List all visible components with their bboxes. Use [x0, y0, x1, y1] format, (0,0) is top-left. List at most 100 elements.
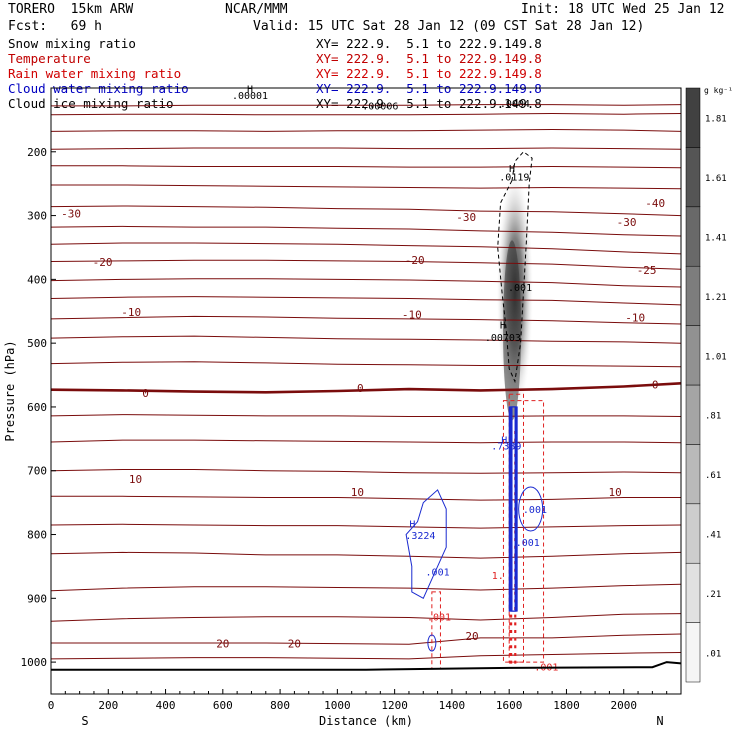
y-tick-label: 600 — [27, 401, 47, 414]
colorbar: .01 .21 .41 .61 .81 1.01 1.21 1.41 1.61 1.81 — [685, 87, 727, 683]
isotherm — [50, 278, 682, 288]
annotation-label: .0119 — [499, 172, 529, 183]
colorbar-label: 1.81 — [705, 115, 727, 125]
colorbar-segment — [685, 622, 701, 683]
isotherm-label: -40 — [645, 197, 665, 210]
y-tick-label: 800 — [27, 529, 47, 542]
model-title: TORERO 15km ARW — [8, 2, 134, 17]
org-label: NCAR/MMM — [225, 2, 288, 17]
annotation-label: .3224 — [405, 531, 435, 542]
annotation-label: H — [509, 164, 515, 175]
x-tick-label: 1600 — [496, 699, 523, 712]
y-tick-label: 400 — [27, 273, 47, 286]
legend-cloud-ice: Cloud ice mixing ratio — [8, 96, 174, 111]
isotherm-label: -10 — [121, 306, 141, 319]
x-tick-label: 1200 — [381, 699, 408, 712]
colorbar-segment — [685, 503, 701, 564]
isotherm-label: 20 — [465, 630, 478, 643]
annotation-label: .001 — [508, 283, 532, 294]
isotherm — [50, 225, 682, 237]
colorbar-segment — [685, 384, 701, 445]
legend-rain: Rain water mixing ratio — [8, 66, 182, 81]
isotherm-label: 20 — [216, 638, 229, 651]
isotherm — [50, 205, 682, 217]
annotation-label: .00006 — [362, 102, 398, 113]
temperature-labels: -30 -30 -30 -40 -20 -20 -25 -10 -10 -10 0 0 0 10 10 10 2… — [61, 197, 665, 651]
legend-cloud-ice-xy: XY= 222.9. 5.1 to 222.9.149.8 — [316, 96, 542, 111]
colorbar-segment — [685, 265, 701, 326]
y-tick-label: 1000 — [21, 656, 48, 669]
x-tick-label: 400 — [156, 699, 176, 712]
x-axis-south-label: S — [81, 714, 88, 728]
isotherm — [51, 165, 682, 169]
isotherm — [50, 242, 682, 255]
isotherm — [50, 335, 682, 344]
y-axis-label: Pressure (hPa) — [3, 340, 17, 441]
annotation-label: .00703 — [485, 333, 521, 344]
y-tick-label: 500 — [27, 337, 47, 350]
colorbar-label: 1.21 — [705, 293, 727, 303]
isotherm-zero — [50, 382, 682, 394]
colorbar-segment — [685, 147, 701, 208]
colorbar-label: .61 — [705, 471, 721, 481]
legend-temperature: Temperature — [8, 51, 91, 66]
x-tick-label: 800 — [270, 699, 290, 712]
x-tick-label: 1400 — [439, 699, 466, 712]
x-tick-label: 600 — [213, 699, 233, 712]
isotherm — [51, 495, 681, 501]
annotation-label: H — [247, 84, 253, 95]
legend-snow: Snow mixing ratio — [8, 36, 136, 51]
annotation-label: H — [500, 320, 506, 331]
annotation-label: .7389 — [491, 442, 521, 453]
init-time: Init: 18 UTC Wed 25 Jan 12 — [521, 2, 725, 17]
isotherm-label: 0 — [142, 387, 149, 400]
colorbar-label: 1.61 — [705, 174, 727, 184]
isotherm — [50, 296, 682, 306]
colorbar-label: 1.01 — [705, 352, 727, 362]
isotherm-label: -25 — [637, 264, 657, 277]
isotherm — [50, 583, 682, 592]
isotherm — [50, 147, 682, 150]
annotation-label: .00001 — [232, 91, 268, 102]
temperature-contours — [50, 104, 682, 660]
legend-rain-xy: XY= 222.9. 5.1 to 222.9.149.8 — [316, 66, 542, 81]
colorbar-segment — [685, 325, 701, 386]
isotherm — [51, 184, 682, 190]
colorbar-label: 1.41 — [705, 234, 727, 244]
colorbar-label: .81 — [705, 412, 721, 422]
isotherm-label: -20 — [93, 256, 113, 269]
isotherm-label: 10 — [129, 473, 142, 486]
x-tick-label: 1000 — [324, 699, 351, 712]
colorbar-label: .01 — [705, 649, 721, 659]
isotherm-label: -30 — [61, 208, 81, 221]
cloud-water-contours — [405, 406, 544, 652]
isotherm — [50, 128, 682, 132]
x-tick-label: 2000 — [610, 699, 637, 712]
isotherm — [51, 633, 682, 645]
y-tick-label: 300 — [27, 210, 47, 223]
snow-contours — [497, 151, 533, 384]
isotherm — [50, 315, 682, 325]
isotherm-label: 10 — [609, 486, 622, 499]
annotation-label: H — [501, 435, 507, 446]
isotherm-label: 10 — [351, 486, 364, 499]
annotation-label: .001 — [516, 538, 540, 549]
isotherm — [50, 523, 682, 529]
isotherm — [51, 104, 682, 107]
x-tick-label: 200 — [98, 699, 118, 712]
colorbar-segment — [685, 206, 701, 267]
annotation-label: .001 — [523, 505, 547, 516]
x-axis-north-label: N — [656, 714, 663, 728]
isotherm — [50, 551, 682, 559]
isotherm-label: -30 — [456, 211, 476, 224]
legend-temperature-xy: XY= 222.9. 5.1 to 222.9.149.8 — [316, 51, 542, 66]
colorbar-segment — [685, 562, 701, 623]
isotherm-label: -20 — [405, 254, 425, 267]
y-tick-label: 700 — [27, 465, 47, 478]
isotherm-label: -30 — [617, 216, 637, 229]
legend-snow-xy: XY= 222.9. 5.1 to 222.9.149.8 — [316, 36, 542, 51]
colorbar-label: .41 — [705, 531, 721, 541]
rain-contours — [431, 393, 545, 669]
isotherm — [50, 652, 682, 660]
